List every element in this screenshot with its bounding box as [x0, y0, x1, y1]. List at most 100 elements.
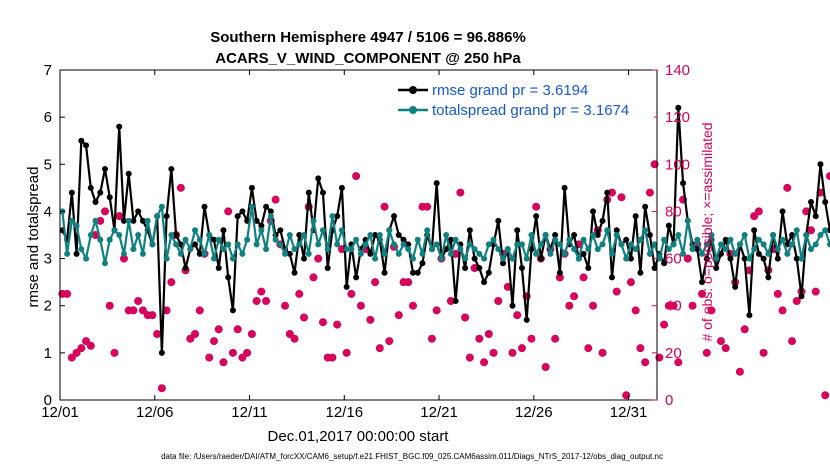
asterisk-stroke: [135, 297, 142, 305]
obs-assimilated-point: [807, 226, 815, 234]
asterisk-stroke: [106, 302, 113, 309]
totalspread-point: [229, 255, 236, 262]
rmse-point: [812, 213, 819, 220]
asterisk-stroke: [381, 203, 388, 210]
asterisk-stroke: [210, 338, 218, 345]
totalspread-point: [414, 236, 421, 243]
obs-assimilated-point: [570, 292, 578, 300]
rmse-point: [301, 255, 308, 262]
asterisk-stroke: [803, 208, 810, 215]
y-right-tick-label: 60: [665, 251, 682, 268]
totalspread-point: [770, 232, 777, 238]
obs-assimilated-point: [641, 358, 649, 366]
asterisk-stroke: [471, 264, 478, 272]
totalspread-point: [168, 232, 175, 238]
obs-assimilated-point: [215, 325, 223, 333]
totalspread-point: [608, 250, 615, 257]
asterisk-stroke: [334, 321, 341, 328]
rmse-point: [263, 203, 270, 210]
rmse-point: [637, 269, 644, 276]
rmse-point: [746, 312, 753, 319]
asterisk-stroke: [376, 345, 383, 352]
rmse-point: [732, 283, 739, 290]
totalspread-point: [372, 255, 379, 262]
totalspread-point: [106, 236, 113, 243]
obs-assimilated-point: [219, 358, 227, 366]
asterisk-stroke: [338, 246, 345, 253]
totalspread-point: [102, 260, 109, 267]
rmse-point: [665, 222, 672, 229]
rmse-point: [722, 236, 729, 243]
totalspread-point: [405, 246, 412, 253]
rmse-point: [135, 208, 142, 215]
rmse-point: [78, 137, 85, 144]
asterisk-stroke: [708, 307, 715, 314]
asterisk-stroke: [409, 302, 417, 309]
obs-assimilated-point: [385, 337, 393, 345]
asterisk-stroke: [348, 290, 355, 297]
totalspread-point: [438, 255, 445, 262]
y-right-tick-label: 120: [665, 109, 690, 126]
asterisk-stroke: [822, 392, 829, 399]
obs-assimilated-point: [636, 344, 644, 352]
rmse-point: [225, 274, 232, 281]
obs-assimilated-point: [347, 290, 355, 298]
rmse-point: [727, 255, 734, 262]
totalspread-point: [481, 255, 488, 262]
rmse-point: [751, 227, 758, 234]
totalspread-point: [97, 236, 104, 243]
totalspread-point: [305, 250, 312, 257]
totalspread-point: [518, 241, 525, 248]
rmse-point: [703, 255, 710, 262]
asterisk-stroke: [315, 255, 322, 262]
x-tick-label: 12/31: [610, 404, 648, 421]
totalspread-point: [585, 246, 592, 253]
obs-assimilated-point: [338, 245, 346, 253]
obs-assimilated-point: [106, 302, 114, 310]
asterisk-stroke: [191, 330, 199, 338]
asterisk-stroke: [120, 255, 128, 262]
asterisk-stroke: [623, 392, 630, 399]
totalspread-point: [83, 255, 90, 262]
obs-assimilated-point: [646, 189, 654, 197]
totalspread-point: [542, 232, 549, 238]
obs-assimilated-point: [404, 278, 412, 286]
asterisk-stroke: [281, 302, 289, 309]
rmse-point: [182, 265, 189, 271]
obs-assimilated-point: [291, 335, 299, 343]
totalspread-point: [571, 246, 578, 253]
totalspread-point: [471, 246, 478, 253]
rmse-point: [518, 265, 525, 271]
rmse-point: [807, 199, 814, 205]
y-left-tick-label: 1: [44, 345, 52, 362]
totalspread-point: [210, 255, 217, 262]
obs-assimilated-point: [508, 349, 516, 357]
asterisk-stroke: [518, 345, 526, 352]
totalspread-point: [286, 232, 293, 238]
obs-assimilated-point: [513, 311, 521, 319]
asterisk-stroke: [97, 217, 104, 224]
totalspread-point: [234, 241, 241, 248]
asterisk-stroke: [476, 335, 483, 342]
totalspread-point: [703, 241, 710, 248]
rmse-point: [267, 208, 274, 215]
asterisk-stroke: [751, 213, 758, 220]
totalspread-point: [239, 250, 246, 257]
asterisk-stroke: [372, 279, 379, 286]
obs-assimilated-point: [494, 297, 502, 305]
asterisk-stroke: [722, 345, 729, 352]
rmse-point: [83, 142, 90, 149]
rmse-point: [215, 265, 222, 271]
obs-assimilated-point: [68, 354, 76, 362]
rmse-point: [523, 316, 530, 323]
rmse-point: [102, 166, 109, 172]
totalspread-point: [220, 246, 227, 253]
totalspread-point: [741, 232, 748, 238]
obs-assimilated-point: [627, 278, 635, 286]
totalspread-point: [400, 241, 407, 248]
rmse-point: [471, 255, 478, 262]
legend-spread-marker: [409, 106, 417, 114]
chart-title-line2: ACARS_V_WIND_COMPONENT @ 250 hPa: [215, 50, 521, 67]
asterisk-stroke: [220, 359, 227, 366]
obs-assimilated-point: [333, 321, 341, 329]
